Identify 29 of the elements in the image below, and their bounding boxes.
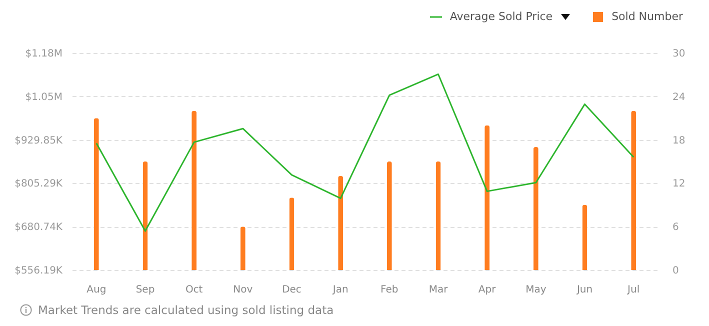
y2-tick-label: 0 bbox=[672, 266, 679, 276]
y2-tick-label: 18 bbox=[672, 135, 686, 146]
x-tick-label: Sep bbox=[136, 284, 155, 296]
y-tick-label: $556.19K bbox=[14, 266, 63, 276]
y-tick-label: $680.74K bbox=[14, 222, 63, 234]
x-tick-label: Nov bbox=[233, 284, 253, 296]
text: Market Trends are calculated using sold listing data bbox=[38, 303, 334, 317]
x-tick-label: Apr bbox=[478, 284, 497, 296]
y-tick-label: $1.18M bbox=[25, 48, 62, 60]
y2-tick-label: 30 bbox=[672, 48, 686, 60]
x-tick-label: Mar bbox=[428, 284, 449, 296]
line-series bbox=[96, 73, 634, 232]
y-tick-label: $929.85K bbox=[14, 135, 63, 146]
x-tick-label: Feb bbox=[380, 284, 398, 296]
y2-tick-label: 12 bbox=[672, 178, 686, 190]
y2-tick-label: 6 bbox=[672, 222, 679, 234]
y2-tick-label: 24 bbox=[672, 92, 686, 103]
x-tick-label: Jan bbox=[332, 284, 348, 296]
y-tick-label: $1.05M bbox=[25, 92, 62, 103]
bar bbox=[436, 162, 441, 270]
x-tick-label: Jun bbox=[576, 284, 593, 296]
x-tick-label: Dec bbox=[282, 284, 302, 296]
x-tick-label: Aug bbox=[86, 284, 106, 296]
legend-label: Average Sold Price bbox=[450, 10, 553, 23]
y-tick-label: $805.29K bbox=[14, 178, 63, 190]
x-tick-label: May bbox=[526, 284, 546, 296]
x-tick-label: Oct bbox=[185, 284, 203, 296]
x-tick-label: Jul bbox=[626, 284, 640, 296]
legend-label: Sold Number bbox=[612, 10, 683, 23]
